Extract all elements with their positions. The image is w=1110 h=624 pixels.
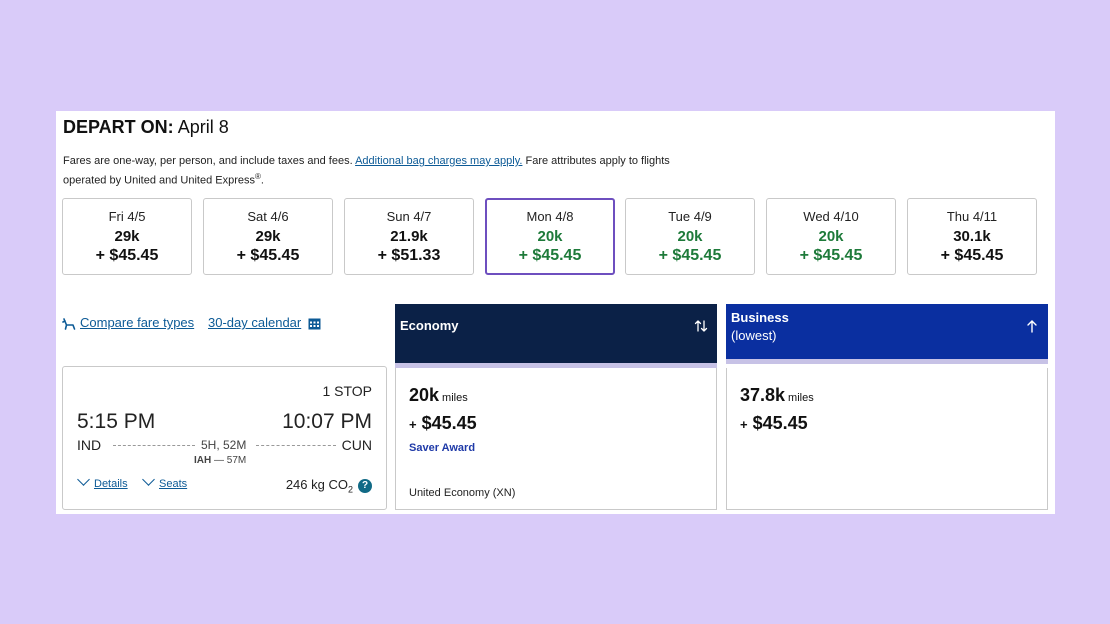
- economy-fare-class: United Economy (XN): [409, 487, 516, 499]
- date-card-sun-4-7[interactable]: Sun 4/7 21.9k + $51.33: [344, 198, 474, 275]
- economy-fare-column: Economy 20k miles + $45.45 Saver Award Un…: [395, 304, 717, 510]
- connection-time: 57M: [226, 455, 247, 466]
- destination-airport: CUN: [341, 437, 372, 453]
- date-card-price: + $45.45: [940, 247, 1004, 264]
- details-label: Details: [94, 478, 128, 490]
- seats-label: Seats: [159, 478, 188, 490]
- flight-card: 1 STOP 5:15 PM 10:07 PM IND CUN 5H, 52M …: [62, 366, 387, 510]
- date-card-miles: 30.1k: [953, 228, 991, 245]
- date-card-day: Wed 4/10: [803, 209, 859, 224]
- business-price-value: $45.45: [752, 413, 808, 433]
- business-header[interactable]: Business (lowest): [726, 304, 1048, 364]
- date-card-miles: 29k: [114, 228, 140, 245]
- co2-subscript: 2: [347, 484, 353, 495]
- chevron-down-icon: [77, 473, 90, 486]
- date-card-miles: 20k: [818, 228, 844, 245]
- depart-date: April 8: [177, 117, 229, 137]
- flight-duration: 5H, 52M: [201, 438, 247, 452]
- business-miles: 37.8k miles: [740, 385, 814, 406]
- calendar-link[interactable]: 30-day calendar: [208, 315, 302, 330]
- business-fare-column: Business (lowest) 37.8k miles + $45.45: [726, 304, 1048, 510]
- details-toggle[interactable]: Details: [77, 473, 128, 490]
- co2-emissions: 246 kg CO2?: [286, 477, 372, 495]
- date-card-price: + $45.45: [236, 247, 300, 264]
- arrival-time: 10:07 PM: [282, 410, 372, 433]
- business-price-plus: +: [740, 417, 748, 432]
- co2-value: 246 kg CO: [285, 477, 348, 492]
- fare-notice: Fares are one-way, per person, and inclu…: [63, 153, 703, 189]
- seats-toggle[interactable]: Seats: [142, 473, 188, 490]
- thirty-day-calendar[interactable]: 30-day calendar: [208, 315, 321, 330]
- depart-heading: DEPART ON: April 8: [63, 117, 229, 138]
- business-miles-value: 37.8k: [740, 385, 786, 405]
- notice-end: .: [260, 174, 264, 187]
- date-card-miles: 20k: [677, 228, 703, 245]
- economy-miles-value: 20k: [409, 385, 440, 405]
- date-card-price: + $45.45: [658, 247, 722, 264]
- date-card-miles: 29k: [255, 228, 281, 245]
- calendar-icon: [308, 318, 321, 330]
- economy-price-plus: +: [409, 417, 417, 432]
- stops-count: 1 STOP: [322, 383, 372, 399]
- help-icon[interactable]: ?: [358, 478, 372, 493]
- flight-results-panel: DEPART ON: April 8 Fares are one-way, pe…: [56, 111, 1055, 514]
- registered-mark: ®: [255, 172, 261, 181]
- date-card-price: + $51.33: [377, 247, 441, 264]
- date-card-sat-4-6[interactable]: Sat 4/6 29k + $45.45: [203, 198, 333, 275]
- connection-sep: —: [211, 455, 227, 466]
- compare-fare-types[interactable]: Compare fare types: [62, 315, 194, 330]
- economy-fare-option[interactable]: 20k miles + $45.45 Saver Award United Eco…: [395, 368, 717, 510]
- economy-price-value: $45.45: [421, 413, 477, 433]
- sort-ascending-icon[interactable]: [1024, 318, 1040, 334]
- departure-time: 5:15 PM: [77, 410, 156, 433]
- connection-info: IAH — 57M: [194, 455, 246, 466]
- date-card-mon-4-8[interactable]: Mon 4/8 20k + $45.45: [485, 198, 615, 275]
- date-card-day: Mon 4/8: [526, 209, 574, 224]
- depart-label: DEPART ON:: [63, 117, 174, 137]
- date-card-day: Tue 4/9: [668, 209, 712, 224]
- bag-charges-link[interactable]: Additional bag charges may apply.: [355, 155, 523, 167]
- sort-icon[interactable]: [693, 318, 709, 334]
- route-line-right: [256, 445, 336, 446]
- business-miles-unit: miles: [788, 392, 814, 404]
- economy-miles: 20k miles: [409, 385, 468, 406]
- date-card-price: + $45.45: [799, 247, 863, 264]
- notice-text-2: Fare attributes apply to flights operate…: [63, 155, 670, 187]
- date-card-day: Fri 4/5: [108, 209, 146, 224]
- economy-price: + $45.45: [409, 413, 477, 434]
- date-card-miles: 21.9k: [390, 228, 428, 245]
- chevron-down-icon: [142, 473, 155, 486]
- business-subtitle: (lowest): [731, 328, 777, 343]
- business-fare-option[interactable]: 37.8k miles + $45.45: [726, 368, 1048, 510]
- date-card-day: Sat 4/6: [247, 209, 289, 224]
- business-title: Business: [731, 310, 789, 325]
- date-card-day: Thu 4/11: [946, 209, 998, 224]
- date-card-price: + $45.45: [518, 247, 582, 264]
- date-card-price: + $45.45: [95, 247, 159, 264]
- notice-text: Fares are one-way, per person, and inclu…: [63, 155, 356, 167]
- business-price: + $45.45: [740, 413, 808, 434]
- date-card-wed-4-10[interactable]: Wed 4/10 20k + $45.45: [766, 198, 896, 275]
- saver-award-label: Saver Award: [409, 442, 476, 454]
- economy-miles-unit: miles: [442, 392, 468, 404]
- compare-fare-types-link[interactable]: Compare fare types: [80, 315, 195, 330]
- date-card-fri-4-5[interactable]: Fri 4/5 29k + $45.45: [62, 198, 192, 275]
- date-card-thu-4-11[interactable]: Thu 4/11 30.1k + $45.45: [907, 198, 1037, 275]
- seat-icon: [62, 317, 76, 330]
- date-card-tue-4-9[interactable]: Tue 4/9 20k + $45.45: [625, 198, 755, 275]
- origin-airport: IND: [77, 437, 102, 453]
- route-line-left: [113, 445, 195, 446]
- economy-title: Economy: [400, 318, 459, 333]
- economy-header[interactable]: Economy: [395, 304, 717, 368]
- date-card-miles: 20k: [537, 228, 563, 245]
- connection-airport: IAH: [194, 455, 212, 466]
- date-card-day: Sun 4/7: [386, 209, 432, 224]
